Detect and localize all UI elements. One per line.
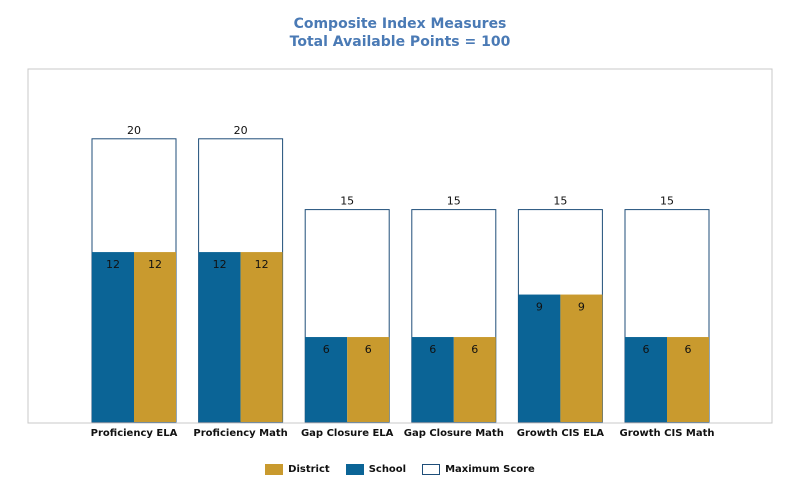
legend-swatch-district [265, 464, 284, 475]
label-maximum-gap-closure-ela: 15 [340, 195, 354, 208]
bar-school-proficiency-ela [92, 252, 134, 422]
legend-label-district: District [288, 464, 330, 475]
label-district-gap-closure-ela: 6 [365, 343, 372, 356]
bar-district-growth-cis-ela [560, 294, 603, 422]
label-school-gap-closure-ela: 6 [323, 343, 330, 356]
label-district-growth-cis-ela: 9 [578, 301, 585, 314]
category-label-gap-closure-math: Gap Closure Math [404, 428, 504, 439]
bar-school-growth-cis-ela [518, 294, 561, 422]
label-maximum-proficiency-ela: 20 [127, 124, 141, 137]
chart-subtitle: Total Available Points = 100 [289, 34, 511, 50]
label-district-gap-closure-math: 6 [471, 343, 478, 356]
legend-swatch-school [345, 464, 364, 475]
legend-label-maximum-score: Maximum Score [445, 464, 535, 475]
label-maximum-gap-closure-math: 15 [447, 195, 461, 208]
bar-school-growth-cis-math [625, 337, 667, 422]
bar-school-proficiency-math [198, 252, 241, 422]
label-school-proficiency-ela: 12 [106, 258, 120, 271]
category-label-proficiency-ela: Proficiency ELA [91, 428, 178, 439]
label-school-gap-closure-math: 6 [429, 343, 436, 356]
category-label-growth-cis-ela: Growth CIS ELA [517, 428, 605, 439]
category-label-proficiency-math: Proficiency Math [193, 428, 287, 439]
bar-school-gap-closure-math [411, 337, 454, 422]
bar-school-gap-closure-ela [305, 337, 348, 422]
label-district-growth-cis-math: 6 [685, 343, 692, 356]
legend-swatch-maximum-score [422, 464, 441, 475]
label-maximum-proficiency-math: 20 [234, 124, 248, 137]
chart-title: Composite Index Measures [293, 16, 507, 32]
legend-item-district: District [265, 464, 330, 475]
label-maximum-growth-cis-math: 15 [660, 195, 674, 208]
legend-label-school: School [368, 464, 407, 475]
bar-district-gap-closure-math [453, 337, 496, 422]
label-maximum-growth-cis-ela: 15 [553, 195, 567, 208]
label-school-growth-cis-math: 6 [643, 343, 650, 356]
bar-district-proficiency-ela [134, 252, 176, 422]
label-district-proficiency-math: 12 [255, 258, 269, 271]
bar-district-growth-cis-math [667, 337, 709, 422]
category-label-gap-closure-ela: Gap Closure ELA [301, 428, 394, 439]
bar-district-proficiency-math [240, 252, 283, 422]
category-label-growth-cis-math: Growth CIS Math [620, 428, 715, 439]
legend-item-school: School [345, 464, 407, 475]
label-school-growth-cis-ela: 9 [536, 301, 543, 314]
legend: District School Maximum Score [0, 464, 800, 475]
bar-district-gap-closure-ela [347, 337, 390, 422]
legend-item-maximum-score: Maximum Score [422, 464, 535, 475]
label-district-proficiency-ela: 12 [148, 258, 162, 271]
label-school-proficiency-math: 12 [213, 258, 227, 271]
